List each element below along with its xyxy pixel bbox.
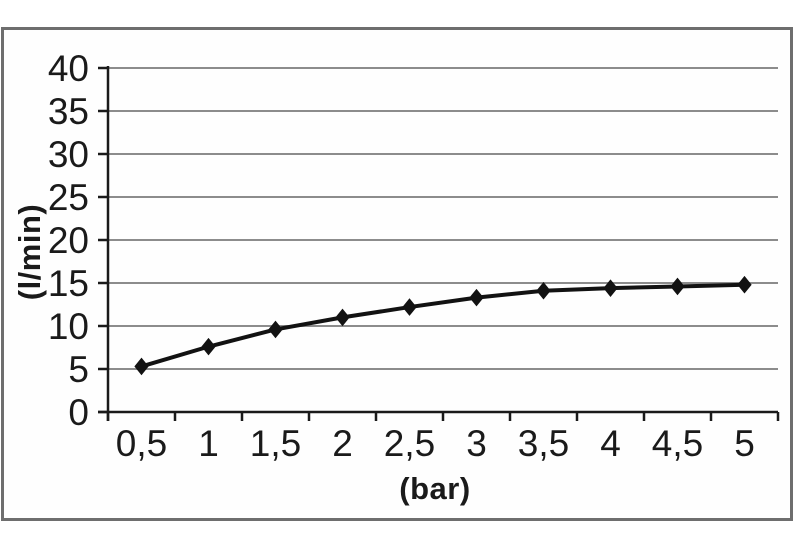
x-tick-label: 3 bbox=[466, 423, 487, 464]
data-point-marker bbox=[536, 281, 551, 300]
data-point-marker bbox=[670, 277, 685, 296]
data-point-marker bbox=[469, 288, 484, 307]
x-tick-label: 4,5 bbox=[652, 423, 703, 464]
x-tick-label: 1 bbox=[198, 423, 219, 464]
y-tick-label: 30 bbox=[48, 134, 89, 175]
y-tick-label: 0 bbox=[68, 392, 89, 433]
x-tick-label: 2 bbox=[332, 423, 353, 464]
data-point-marker bbox=[402, 298, 417, 316]
y-tick-label: 20 bbox=[48, 220, 89, 261]
data-point-marker bbox=[335, 308, 350, 327]
data-point-marker bbox=[268, 320, 283, 339]
y-tick-label: 5 bbox=[68, 349, 89, 390]
data-point-marker bbox=[134, 357, 149, 376]
data-point-marker bbox=[603, 279, 618, 297]
x-axis-title: (bar) bbox=[399, 471, 471, 506]
data-point-marker bbox=[201, 337, 216, 356]
x-tick-label: 2,5 bbox=[384, 423, 435, 464]
chart-frame bbox=[1, 27, 793, 521]
y-tick-label: 10 bbox=[48, 306, 89, 347]
y-tick-label: 25 bbox=[48, 177, 89, 218]
y-tick-label: 40 bbox=[48, 48, 89, 89]
y-axis-title: (l/min) bbox=[12, 203, 47, 301]
y-tick-label: 35 bbox=[48, 91, 89, 132]
x-tick-label: 5 bbox=[734, 423, 755, 464]
x-tick-label: 4 bbox=[600, 423, 621, 464]
series-line bbox=[139, 282, 747, 369]
x-tick-label: 3,5 bbox=[518, 423, 569, 464]
x-tick-label: 1,5 bbox=[250, 423, 301, 464]
x-tick-label: 0,5 bbox=[116, 423, 167, 464]
data-point-marker bbox=[737, 275, 752, 294]
y-tick-label: 15 bbox=[48, 263, 89, 304]
